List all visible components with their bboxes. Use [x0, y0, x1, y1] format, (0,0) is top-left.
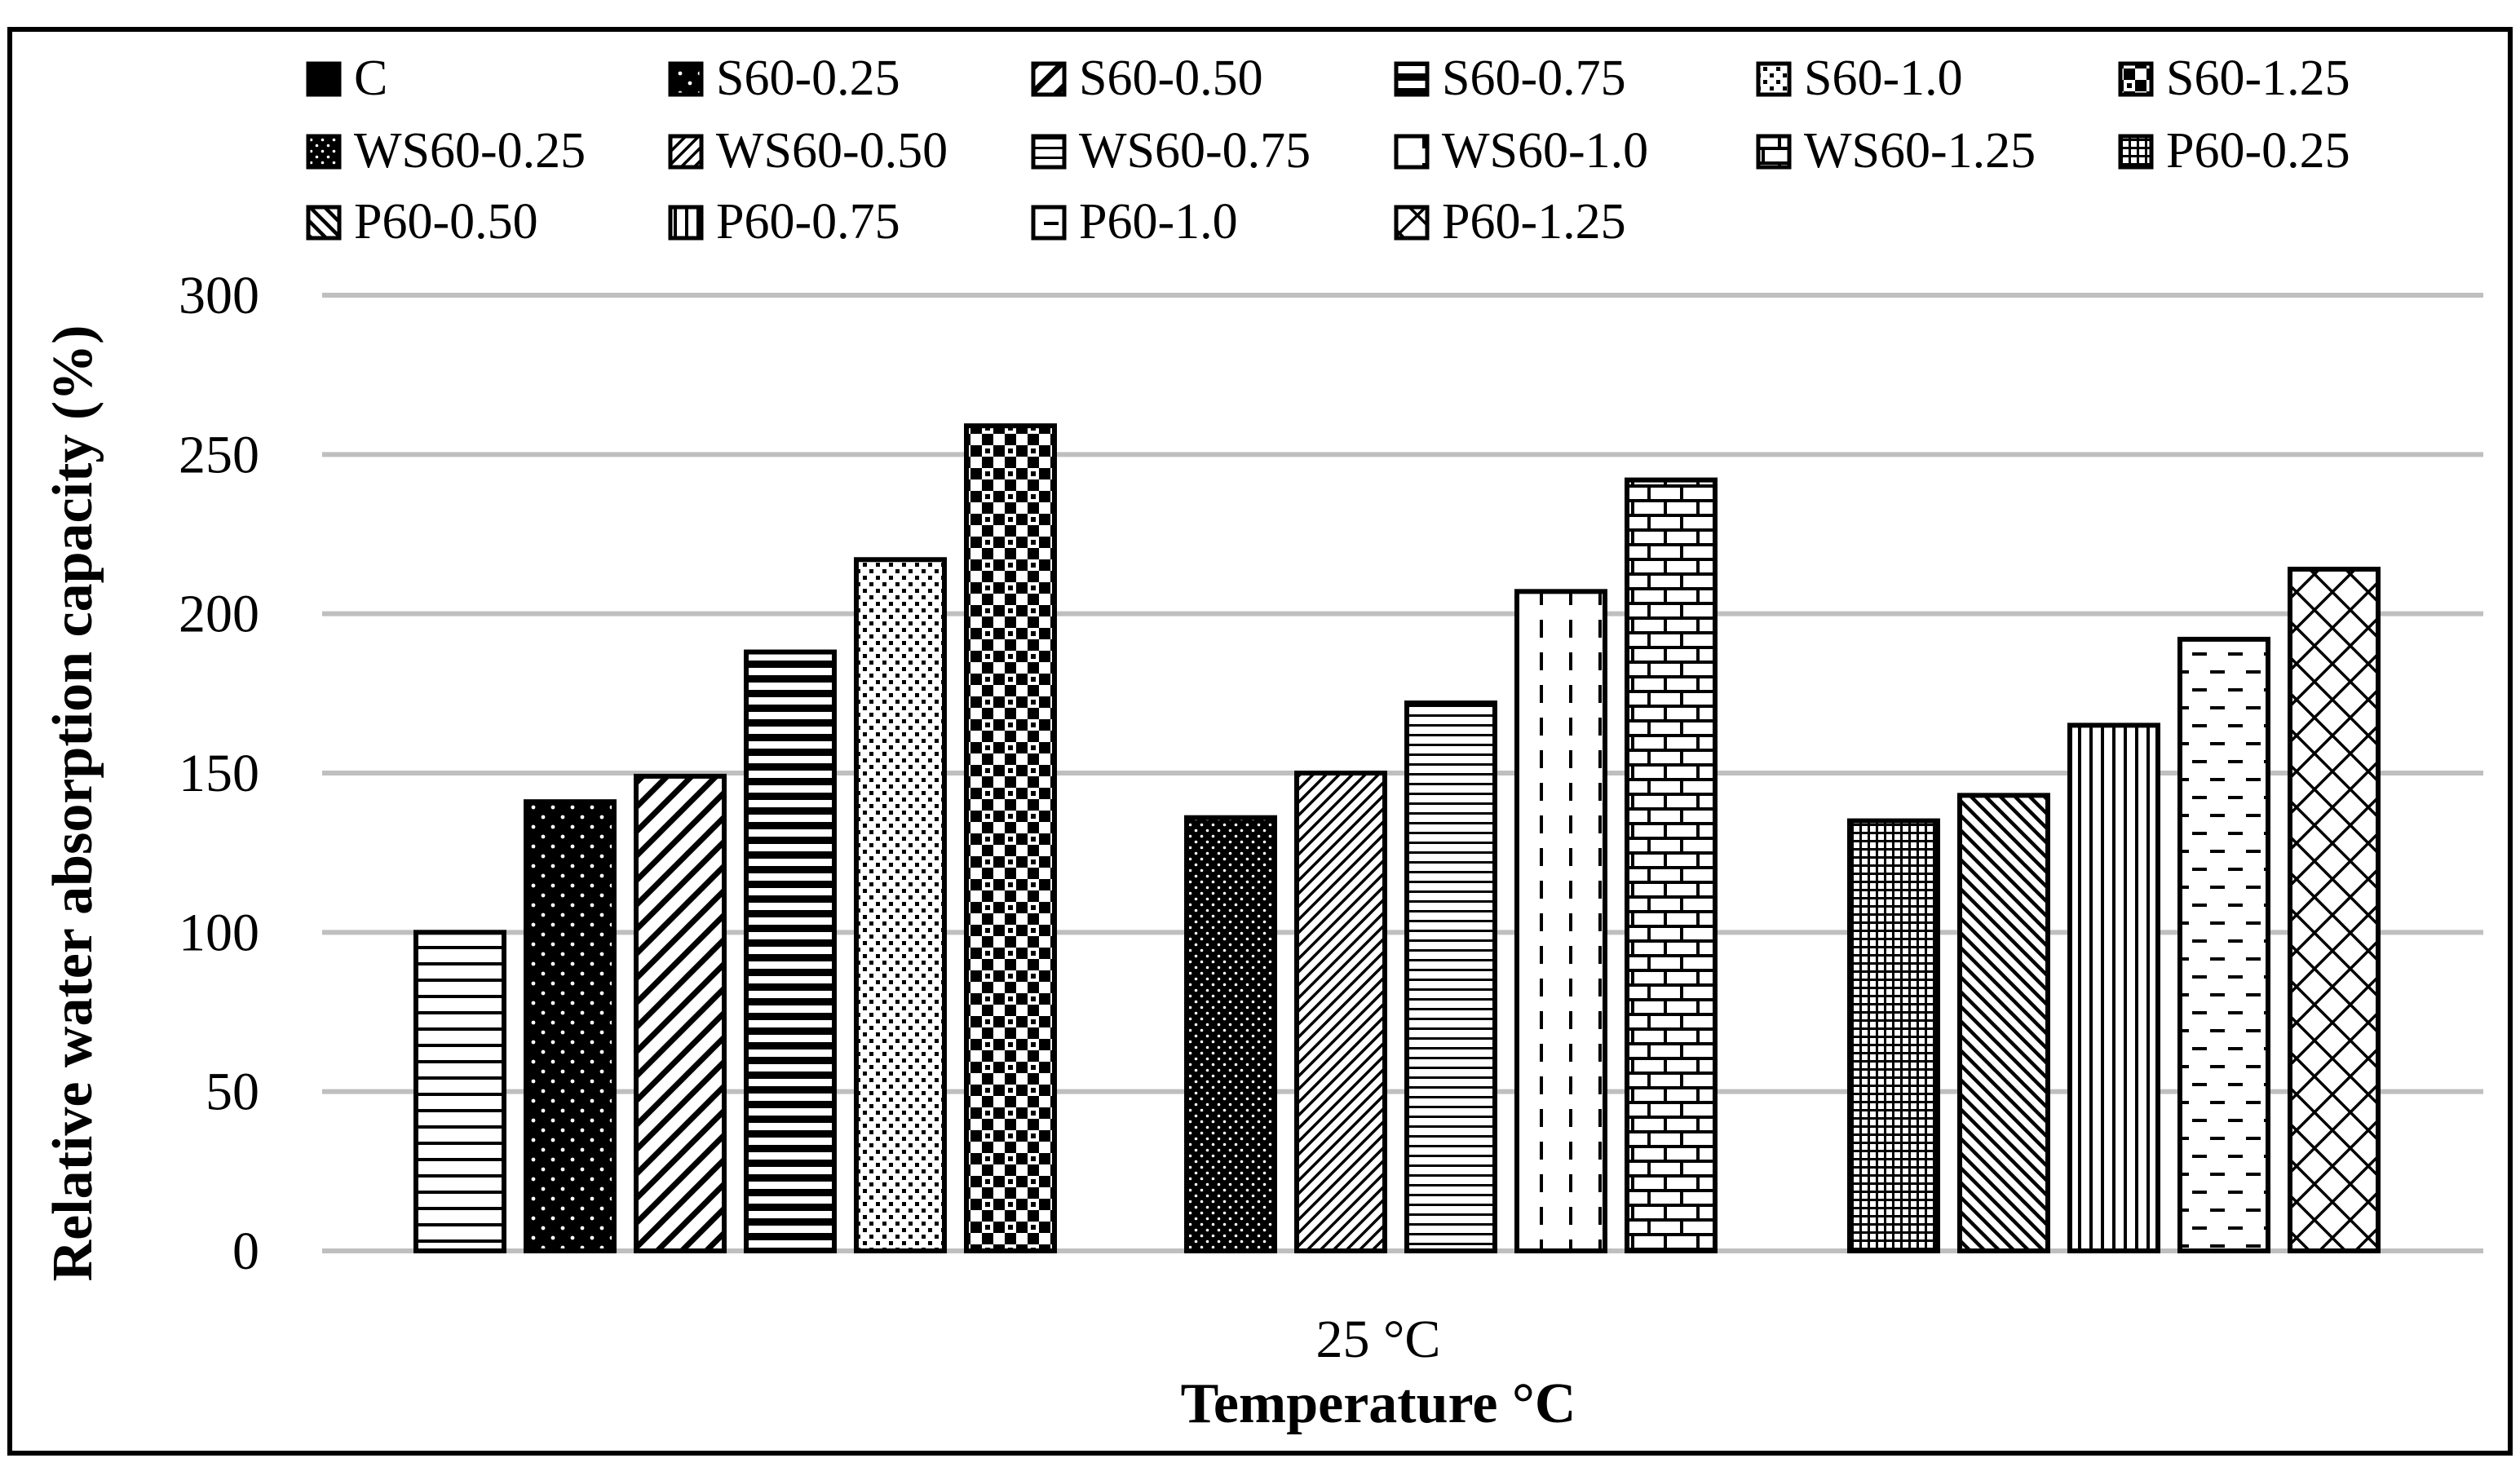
legend-swatch-ws60-1-0 — [1394, 134, 1430, 170]
legend-label-s60-1-0: S60-1.0 — [1804, 51, 1963, 106]
bar-p60-0-75 — [2067, 722, 2160, 1253]
legend-label-c: C — [354, 51, 387, 106]
legend-swatch-c — [306, 61, 342, 97]
legend-label-s60-1-25: S60-1.25 — [2166, 51, 2350, 106]
y-tick-label: 50 — [206, 1063, 259, 1122]
x-category-label: 25 °C — [1316, 1310, 1441, 1369]
legend-swatch-s60-0-75 — [1394, 61, 1430, 97]
y-tick-label: 150 — [179, 744, 259, 803]
legend-label-p60-1-0: P60-1.0 — [1079, 194, 1238, 250]
bar-ws60-1-0 — [1514, 589, 1607, 1253]
legend-label-s60-0-75: S60-0.75 — [1442, 51, 1626, 106]
bar-p60-0-25 — [1847, 818, 1940, 1253]
legend-swatch-p60-1-25 — [1394, 205, 1430, 241]
legend-label-ws60-0-75: WS60-0.75 — [1079, 123, 1311, 179]
y-tick-label: 300 — [179, 266, 259, 325]
legend-swatch-s60-1-25 — [2118, 61, 2154, 97]
legend-swatch-p60-0-50 — [306, 205, 342, 241]
y-tick-label: 0 — [232, 1222, 259, 1281]
legend: C S60-0.25 S60-0.50 S60-0.75 S60-1.0 S60-1.25… — [306, 51, 2350, 250]
legend-swatch-ws60-0-25 — [306, 134, 342, 170]
bar-s60-1-0 — [854, 557, 947, 1253]
bar-ws60-0-50 — [1294, 771, 1387, 1253]
legend-swatch-s60-0-25 — [668, 61, 704, 97]
bar-ws60-1-25 — [1625, 477, 1718, 1253]
legend-label-ws60-0-25: WS60-0.25 — [354, 123, 586, 179]
bar-ws60-0-75 — [1404, 700, 1497, 1253]
bar-p60-0-50 — [1957, 793, 2050, 1253]
legend-label-ws60-1-0: WS60-1.0 — [1442, 123, 1648, 179]
legend-swatch-ws60-1-25 — [1756, 134, 1792, 170]
bars — [413, 423, 2381, 1254]
legend-label-ws60-1-25: WS60-1.25 — [1804, 123, 2036, 179]
legend-swatch-ws60-0-75 — [1031, 134, 1067, 170]
bar-p60-1-0 — [2177, 636, 2270, 1253]
y-tick-label: 200 — [179, 585, 259, 644]
bar-s60-0-25 — [524, 799, 617, 1253]
legend-label-p60-0-75: P60-0.75 — [716, 194, 900, 250]
legend-label-s60-0-50: S60-0.50 — [1079, 51, 1263, 106]
bar-s60-0-50 — [634, 773, 727, 1253]
x-axis-title: Temperature °C — [1181, 1372, 1576, 1435]
legend-label-p60-0-50: P60-0.50 — [354, 194, 538, 250]
legend-swatch-s60-1-0 — [1756, 61, 1792, 97]
y-tick-label: 250 — [179, 425, 259, 484]
legend-label-p60-0-25: P60-0.25 — [2166, 123, 2350, 179]
legend-swatch-p60-0-25 — [2118, 134, 2154, 170]
bar-s60-0-75 — [744, 649, 837, 1253]
bar-c — [413, 930, 506, 1254]
legend-swatch-p60-1-0 — [1031, 205, 1067, 241]
legend-swatch-ws60-0-50 — [668, 134, 704, 170]
legend-label-p60-1-25: P60-1.25 — [1442, 194, 1626, 250]
y-tick-label: 100 — [179, 903, 259, 962]
bar-ws60-0-25 — [1184, 815, 1277, 1253]
legend-label-ws60-0-50: WS60-0.50 — [716, 123, 948, 179]
axes: 0 50 100 150 200 250 300 — [179, 266, 259, 1281]
bar-s60-1-25 — [964, 423, 1057, 1253]
bar-p60-1-25 — [2288, 566, 2381, 1253]
legend-swatch-s60-0-50 — [1031, 61, 1067, 97]
legend-label-s60-0-25: S60-0.25 — [716, 51, 900, 106]
legend-swatch-p60-0-75 — [668, 205, 704, 241]
y-axis-title: Relative water absorption capacity (%) — [42, 325, 104, 1282]
